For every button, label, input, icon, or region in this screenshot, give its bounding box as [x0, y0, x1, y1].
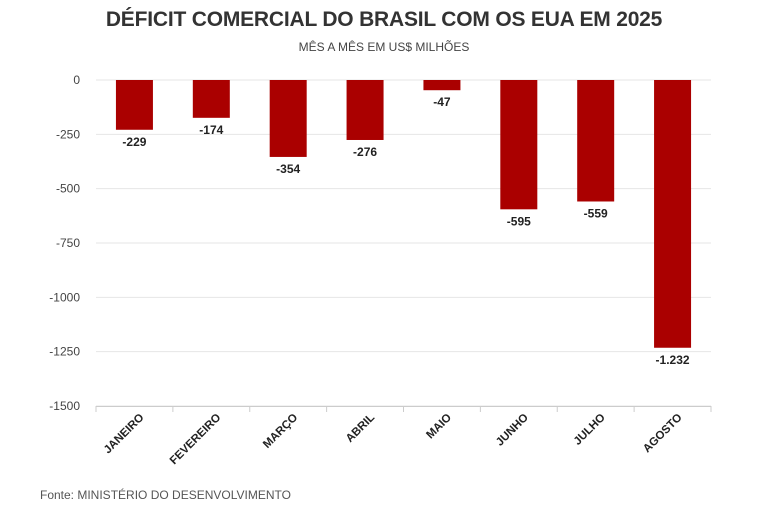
data-label: -559 — [584, 206, 608, 220]
x-tick-label: MAIO — [424, 412, 454, 442]
chart-title: DÉFICIT COMERCIAL DO BRASIL COM OS EUA E… — [105, 8, 663, 31]
bar — [115, 80, 153, 130]
data-labels: -229 -174 -354 -276 -47 -595 -559 -1.232 — [122, 95, 689, 367]
y-tick-label: -750 — [56, 236, 80, 250]
y-tick-label: -500 — [56, 182, 80, 196]
bar — [577, 80, 615, 202]
y-tick-label: -1500 — [49, 399, 80, 413]
source-note: Fonte: MINISTÉRIO DO DESENVOLVIMENTO — [40, 488, 291, 502]
bar — [269, 80, 307, 157]
gridlines — [96, 79, 711, 407]
x-tick-label: MARÇO — [261, 412, 300, 451]
bar — [346, 80, 384, 140]
data-label: -174 — [199, 123, 223, 137]
x-tick-label: ABRIL — [344, 412, 377, 445]
data-label: -1.232 — [656, 353, 690, 367]
data-label: -276 — [353, 145, 377, 159]
x-axis: JANEIRO FEVEREIRO MARÇO ABRIL MAIO JUNHO JULHO… — [95, 406, 712, 468]
data-label: -47 — [433, 95, 451, 109]
x-tick-label: JANEIRO — [102, 412, 147, 457]
data-label: -595 — [507, 214, 531, 228]
bar — [423, 80, 461, 91]
y-tick-label: -1000 — [49, 290, 80, 304]
chart-subtitle: MÊS A MÊS EM US$ MILHÕES — [298, 40, 470, 54]
x-tick-label: FEVEREIRO — [168, 412, 224, 468]
bars — [115, 80, 692, 348]
bar — [654, 80, 692, 348]
bar — [500, 80, 538, 210]
data-label: -229 — [122, 135, 146, 149]
bar — [192, 80, 230, 118]
x-tick-label: JUNHO — [494, 412, 531, 449]
y-tick-label: -1250 — [49, 345, 80, 359]
y-tick-label: 0 — [73, 73, 80, 87]
data-label: -354 — [276, 162, 300, 176]
x-tick-label: JULHO — [572, 412, 608, 448]
x-tick-label: AGOSTO — [641, 412, 685, 456]
y-tick-label: -250 — [56, 127, 80, 141]
y-axis-ticks: 0 -250 -500 -750 -1000 -1250 -1500 — [49, 73, 80, 413]
